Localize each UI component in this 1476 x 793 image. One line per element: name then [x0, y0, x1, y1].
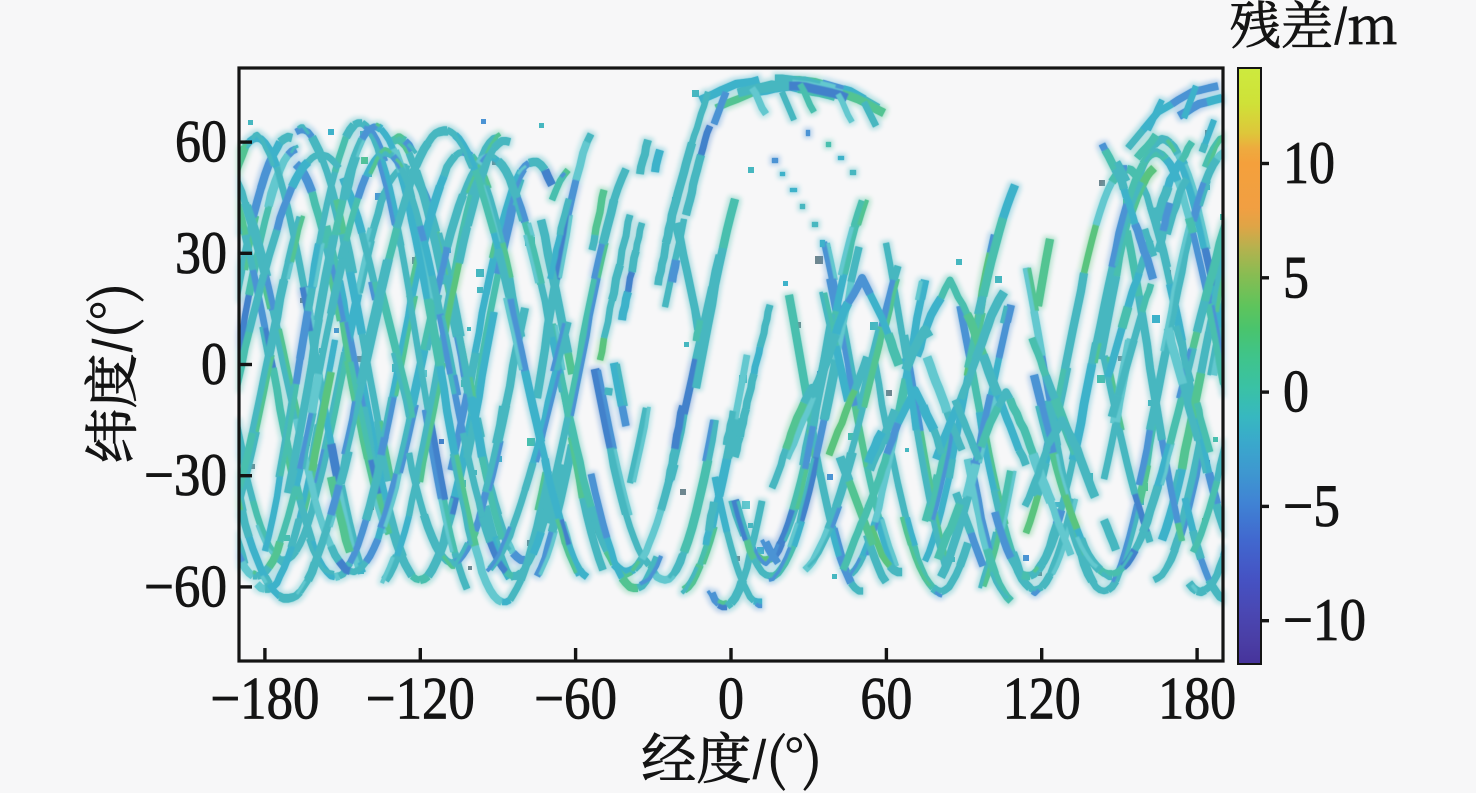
svg-text:10: 10	[1283, 130, 1335, 196]
svg-text:0: 0	[201, 331, 227, 397]
svg-text:−30: −30	[144, 442, 227, 508]
svg-text:180: 180	[1158, 666, 1236, 732]
svg-text:−60: −60	[144, 553, 227, 619]
svg-text:60: 60	[175, 109, 227, 175]
svg-text:5: 5	[1283, 244, 1309, 310]
svg-text:60: 60	[860, 666, 912, 732]
svg-text:−180: −180	[210, 666, 319, 732]
svg-text:−120: −120	[366, 666, 475, 732]
svg-text:−5: −5	[1283, 473, 1340, 539]
svg-text:0: 0	[718, 666, 744, 732]
svg-text:0: 0	[1283, 359, 1309, 425]
svg-text:120: 120	[1003, 666, 1081, 732]
svg-text:−60: −60	[534, 666, 617, 732]
svg-text:30: 30	[175, 220, 227, 286]
svg-text:−10: −10	[1283, 587, 1366, 653]
